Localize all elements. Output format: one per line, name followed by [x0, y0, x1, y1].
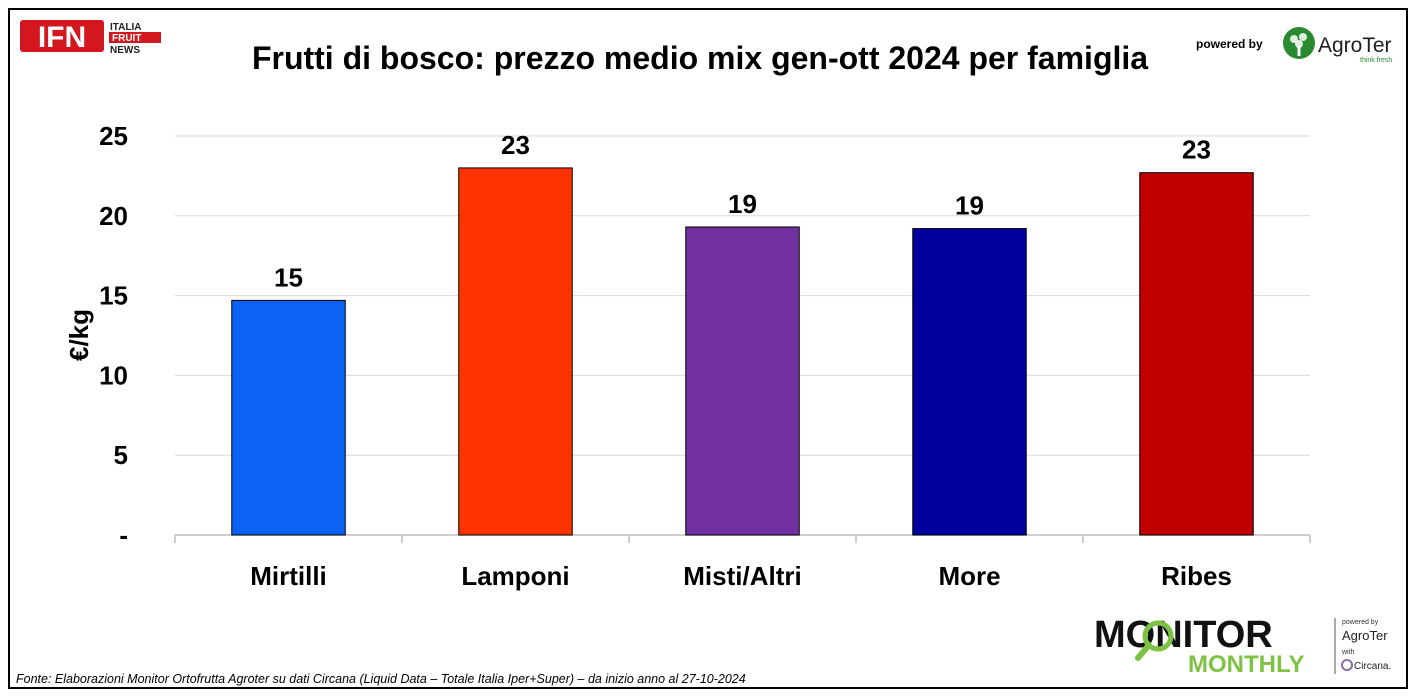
- magnifier-icon: [1142, 620, 1174, 652]
- bar-more: [912, 228, 1027, 536]
- ifn-logo-line2: FRUIT: [112, 33, 141, 44]
- monitor-logo-word1: MONITOR: [1094, 614, 1273, 656]
- x-tick-label: Mirtilli: [250, 561, 327, 591]
- bar-ribes: [1139, 172, 1254, 536]
- y-tick-label: 10: [99, 360, 128, 390]
- bar-misti-altri: [685, 226, 800, 536]
- data-label: 23: [1182, 135, 1211, 165]
- monitor-logo-circana: Circana.: [1354, 661, 1391, 672]
- axes: [174, 534, 1311, 543]
- monitor-monthly-logo: MONITOR MONTHLY powered by AgroTer with …: [1092, 614, 1404, 683]
- ifn-logo-letters: IFN: [38, 21, 86, 54]
- monitor-logo-powered-by: powered by: [1342, 619, 1379, 626]
- monitor-logo-agroter: AgroTer: [1342, 628, 1388, 643]
- y-tick-labels: - 5 10 15 20 25: [99, 121, 128, 550]
- data-label: 19: [728, 189, 757, 219]
- source-note: Fonte: Elaborazioni Monitor Ortofrutta A…: [16, 672, 746, 686]
- ifn-logo: IFN ITALIA FRUIT NEWS: [20, 18, 165, 61]
- data-label: 19: [955, 191, 984, 221]
- y-axis-label: €/kg: [64, 309, 94, 361]
- x-tick-label: More: [938, 561, 1000, 591]
- ifn-logo-line1: ITALIA: [110, 22, 141, 33]
- y-tick-label: -: [119, 520, 128, 550]
- data-labels: 15 23 19 19 23: [274, 130, 1211, 292]
- chart-title: Frutti di bosco: prezzo medio mix gen-ot…: [251, 40, 1149, 76]
- data-label: 23: [501, 130, 530, 160]
- bar-lamponi: [458, 167, 573, 536]
- circana-icon: [1341, 659, 1353, 671]
- data-label: 15: [274, 262, 303, 292]
- x-tick-label: Ribes: [1161, 561, 1232, 591]
- x-tick-label: Lamponi: [461, 561, 569, 591]
- agroter-logo-name: AgroTer: [1318, 34, 1392, 57]
- ifn-logo-band: [109, 32, 161, 43]
- x-tick-labels: Mirtilli Lamponi Misti/Altri More Ribes: [250, 561, 1232, 591]
- x-tick-label: Misti/Altri: [683, 561, 801, 591]
- ifn-logo-box: [20, 20, 104, 52]
- bars: [231, 167, 1254, 536]
- y-tick-label: 15: [99, 281, 128, 311]
- monitor-logo-word2: MONTHLY: [1188, 651, 1304, 678]
- y-tick-label: 5: [114, 440, 128, 470]
- agroter-logo-tagline: think fresh: [1360, 57, 1392, 64]
- powered-by-label: powered by: [1196, 37, 1263, 51]
- bar-mirtilli: [231, 299, 346, 536]
- y-tick-label: 25: [99, 121, 128, 151]
- y-tick-label: 20: [99, 201, 128, 231]
- monitor-logo-with: with: [1341, 649, 1355, 656]
- agroter-logo: AgroTer think fresh: [1282, 25, 1408, 70]
- ifn-logo-line3: NEWS: [110, 45, 140, 56]
